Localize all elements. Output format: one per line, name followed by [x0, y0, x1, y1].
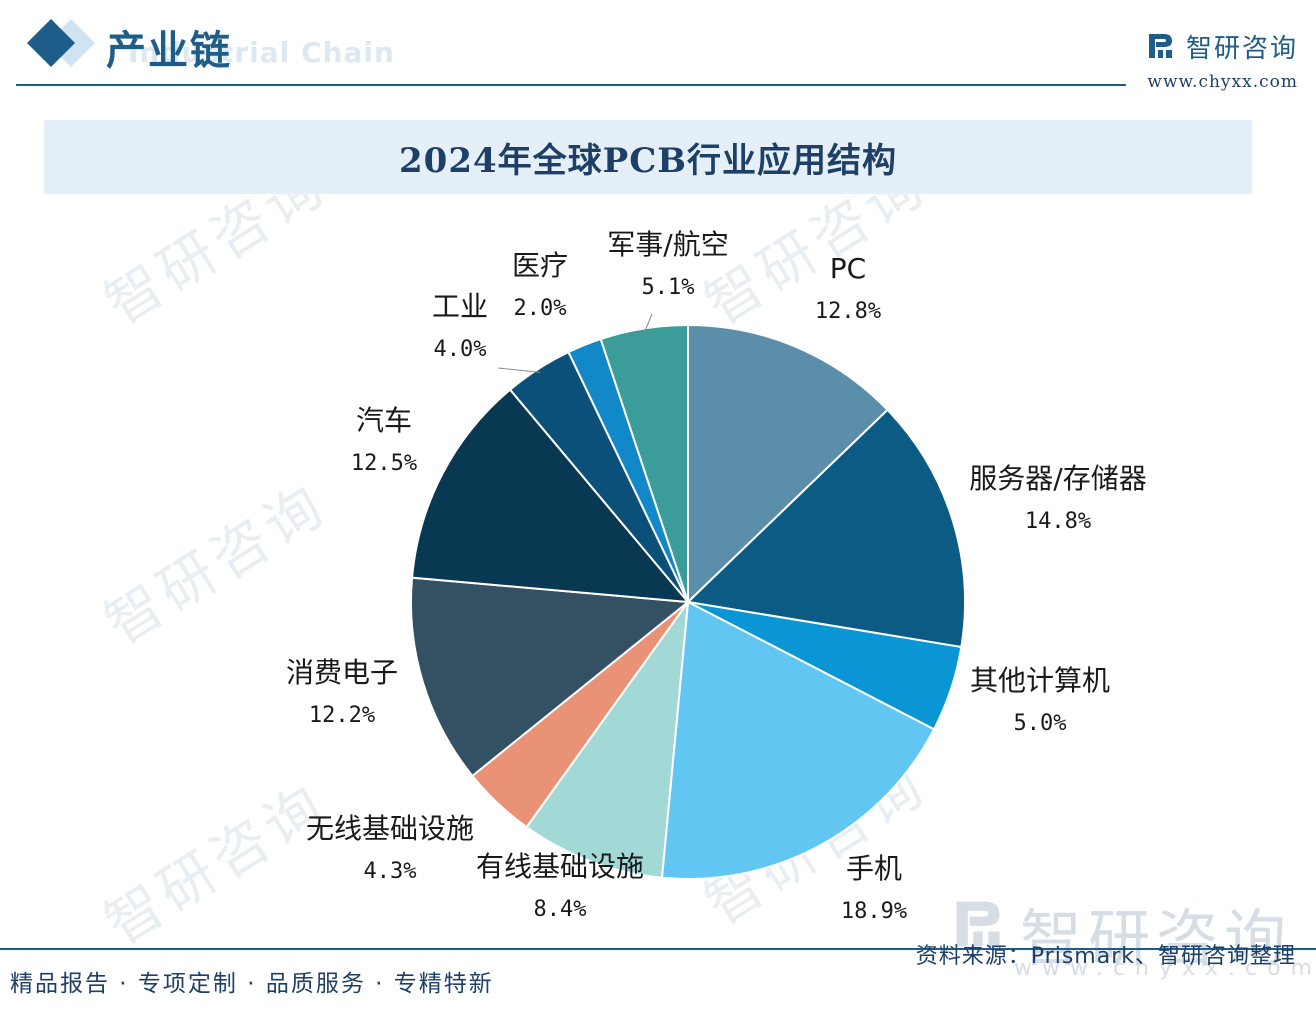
slice-label: 其他计算机: [970, 664, 1110, 697]
slice-label: 有线基础设施: [476, 850, 644, 883]
slice-value-label: 14.8%: [1025, 509, 1091, 534]
source-note: 资料来源：Prismark、智研咨询整理: [915, 944, 1296, 969]
watermark-brand-name: 智研咨询: [1020, 902, 1293, 975]
slice-label: 医疗: [512, 249, 568, 282]
page-header: Industrial Chain 产业链 智研咨询 www.chyxx.com: [0, 0, 1316, 100]
slice-value-label: 18.9%: [841, 899, 907, 924]
slice-value-label: 12.8%: [815, 299, 881, 324]
footer-slogan: 精品报告 · 专项定制 · 品质服务 · 专精特新: [10, 971, 494, 997]
brand: 智研咨询: [1146, 26, 1298, 66]
slice-value-label: 4.3%: [364, 859, 417, 884]
slice-value-label: 4.0%: [434, 337, 487, 362]
section-title: 产业链: [106, 27, 232, 74]
chart-title: 2024年全球PCB行业应用结构: [399, 140, 897, 181]
slice-label: 军事/航空: [607, 228, 728, 261]
leader-line: [497, 367, 541, 373]
brand-url: www.chyxx.com: [1147, 72, 1298, 92]
watermark-logo-icon: [956, 901, 1000, 947]
slice-label: PC: [830, 252, 866, 285]
slice-value-label: 5.0%: [1014, 711, 1067, 736]
slice-value-label: 5.1%: [642, 275, 695, 300]
slice-label: 工业: [432, 290, 488, 323]
slice-value-label: 2.0%: [514, 296, 567, 321]
pie-slice: [687, 323, 889, 605]
leader-line: [643, 313, 653, 333]
header-divider: [16, 84, 1126, 86]
slice-value-label: 12.2%: [309, 703, 375, 728]
pie-slice: [685, 408, 966, 649]
pie-slice: [660, 600, 936, 880]
slice-label: 汽车: [356, 404, 412, 437]
pie-slice: [410, 576, 691, 778]
brand-name: 智研咨询: [1185, 33, 1298, 64]
slice-label: 无线基础设施: [306, 812, 474, 845]
slice-value-label: 8.4%: [534, 897, 587, 922]
pie-slice: [599, 323, 689, 603]
slice-label: 消费电子: [286, 656, 398, 689]
chart-title-band: 2024年全球PCB行业应用结构: [44, 120, 1252, 194]
footer-divider: [0, 948, 1316, 950]
slice-value-label: 12.5%: [351, 451, 417, 476]
brand-logo-icon: [1148, 34, 1172, 58]
pie-slice: [410, 388, 691, 604]
slice-label: 服务器/存储器: [969, 462, 1146, 495]
watermark-url: www.chyxx.com: [1014, 956, 1316, 981]
slice-label: 手机: [846, 852, 902, 885]
pie-slice: [525, 598, 690, 879]
